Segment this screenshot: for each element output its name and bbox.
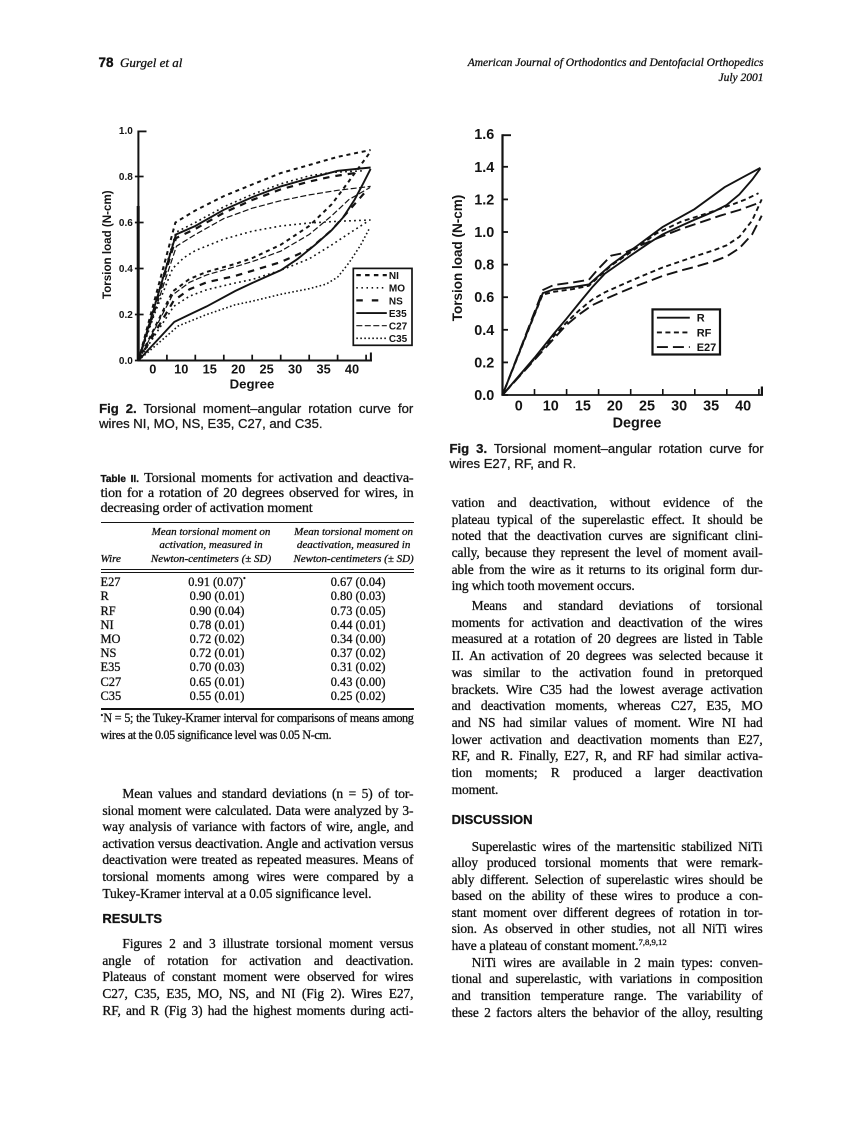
svg-text:25: 25: [259, 362, 273, 377]
svg-text:35: 35: [703, 399, 719, 415]
svg-text:0.2: 0.2: [474, 355, 494, 371]
svg-text:R: R: [697, 313, 705, 325]
svg-text:Degree: Degree: [230, 377, 275, 392]
svg-text:15: 15: [575, 399, 591, 415]
svg-text:40: 40: [735, 399, 751, 415]
svg-text:0.8: 0.8: [474, 258, 494, 274]
svg-text:Torsion load (N-cm): Torsion load (N-cm): [101, 190, 114, 299]
svg-text:0.4: 0.4: [474, 323, 494, 339]
svg-text:20: 20: [231, 362, 245, 377]
svg-text:0.0: 0.0: [474, 388, 494, 404]
svg-text:RF: RF: [697, 327, 712, 339]
svg-text:1.2: 1.2: [474, 192, 494, 208]
svg-text:30: 30: [671, 399, 687, 415]
svg-text:25: 25: [639, 399, 655, 415]
svg-text:0.0: 0.0: [119, 356, 133, 367]
svg-text:E35: E35: [389, 309, 407, 320]
svg-text:MO: MO: [389, 284, 405, 295]
svg-text:30: 30: [288, 362, 302, 377]
svg-text:10: 10: [543, 399, 559, 415]
svg-text:1.4: 1.4: [474, 160, 494, 176]
svg-text:0.6: 0.6: [474, 290, 494, 306]
svg-text:0.8: 0.8: [119, 172, 133, 183]
svg-text:35: 35: [316, 362, 330, 377]
svg-text:1.6: 1.6: [474, 127, 494, 143]
svg-text:0.6: 0.6: [119, 218, 133, 229]
svg-text:1.0: 1.0: [474, 225, 494, 241]
svg-text:C27: C27: [389, 322, 408, 333]
svg-text:0: 0: [515, 399, 523, 415]
svg-text:20: 20: [607, 399, 623, 415]
svg-text:15: 15: [203, 362, 217, 377]
svg-text:0: 0: [149, 362, 156, 377]
svg-text:40: 40: [345, 362, 359, 377]
svg-text:C35: C35: [389, 334, 408, 345]
svg-text:NS: NS: [389, 296, 403, 307]
svg-text:0.4: 0.4: [119, 264, 133, 275]
svg-text:1.0: 1.0: [119, 126, 133, 137]
svg-text:Degree: Degree: [613, 416, 662, 432]
svg-text:E27: E27: [697, 342, 717, 354]
svg-text:Torsion load (N-cm): Torsion load (N-cm): [450, 195, 465, 322]
svg-text:NI: NI: [389, 271, 399, 282]
svg-text:10: 10: [174, 362, 188, 377]
svg-text:0.2: 0.2: [119, 310, 133, 321]
